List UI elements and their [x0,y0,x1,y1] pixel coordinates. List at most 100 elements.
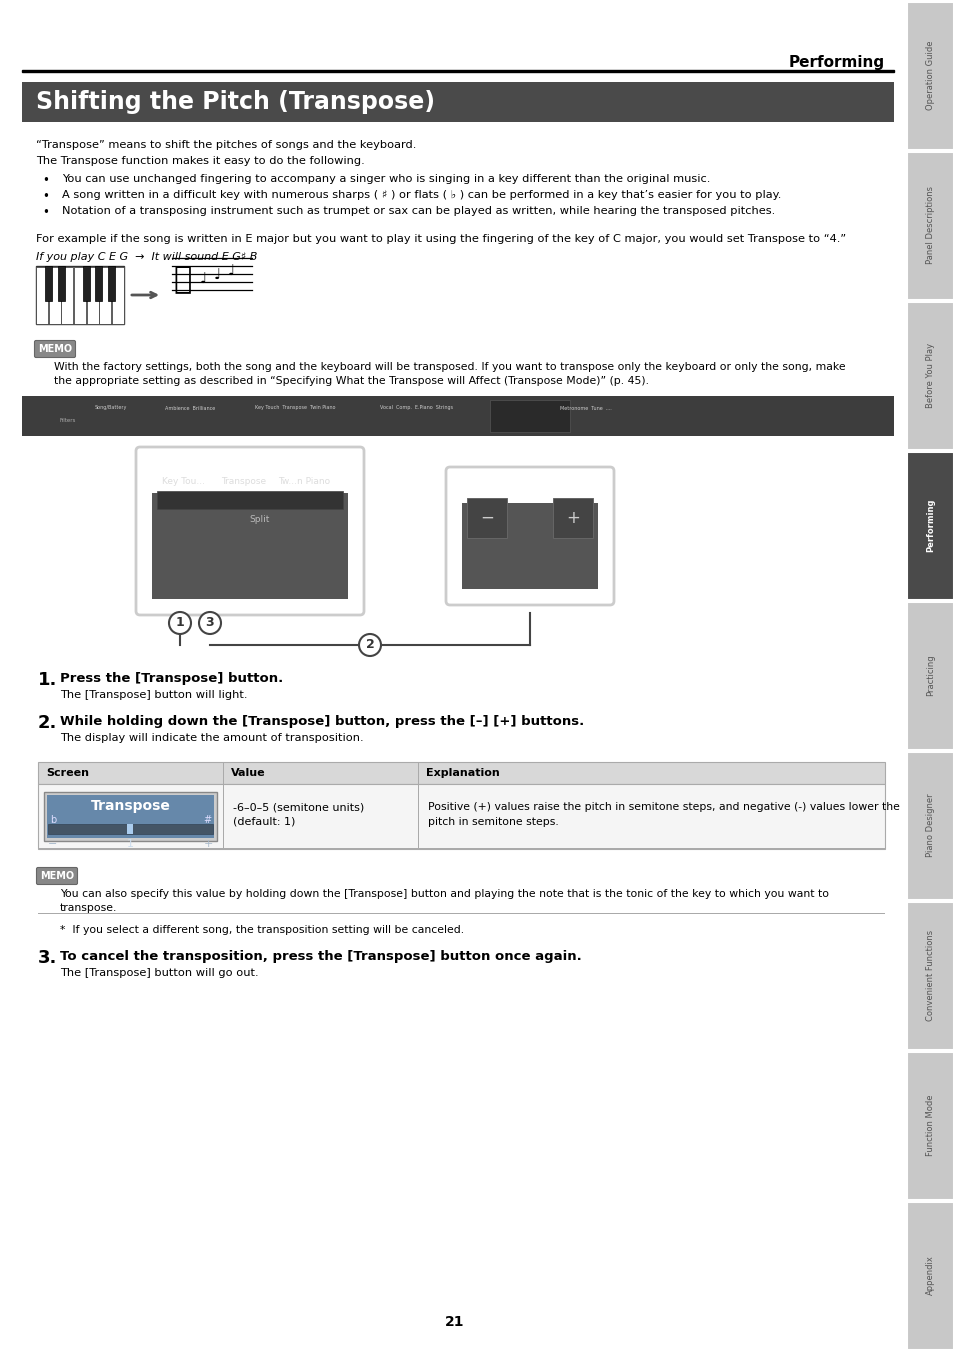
Text: Metronome  Tune  ....: Metronome Tune .... [559,405,611,410]
Bar [38,761,884,784]
Text: You can also specify this value by holding down the [Transpose] button and playi: You can also specify this value by holdi… [60,890,828,899]
Text: The [Transpose] button will go out.: The [Transpose] button will go out. [60,968,258,977]
Text: Convenient Functions: Convenient Functions [925,929,934,1021]
Bar [22,70,893,72]
Bar [490,400,569,432]
Text: •: • [42,190,49,202]
Text: Function Mode: Function Mode [925,1095,934,1156]
Bar [49,267,61,324]
Bar [906,153,953,300]
Text: Tw...n Piano: Tw...n Piano [277,477,330,486]
Text: ♩: ♩ [200,271,207,286]
Bar [47,795,213,838]
Text: The [Transpose] button will light.: The [Transpose] button will light. [60,690,247,701]
Text: Press the [Transpose] button.: Press the [Transpose] button. [60,672,283,684]
Text: 21: 21 [445,1315,464,1328]
Bar [223,784,224,849]
Text: 1: 1 [175,617,184,629]
Text: ♩: ♩ [213,267,221,282]
Text: Transpose: Transpose [221,477,266,486]
Text: Vocal  Comp.  E.Piano  Strings: Vocal Comp. E.Piano Strings [379,405,453,410]
Bar [906,902,953,1050]
FancyBboxPatch shape [36,868,77,884]
Text: For example if the song is written in E major but you want to play it using the : For example if the song is written in E … [36,234,845,244]
Text: Panel Descriptions: Panel Descriptions [925,186,934,265]
Text: To cancel the transposition, press the [Transpose] button once again.: To cancel the transposition, press the [… [60,950,581,963]
Text: the appropriate setting as described in “Specifying What the Transpose will Affe: the appropriate setting as described in … [54,377,648,386]
Text: 3: 3 [206,617,214,629]
Text: Appendix: Appendix [925,1256,934,1295]
Text: Performing: Performing [788,54,884,69]
Text: 𝄞: 𝄞 [172,265,191,294]
Circle shape [358,634,380,656]
Text: *  If you select a different song, the transposition setting will be canceled.: * If you select a different song, the tr… [60,925,464,936]
Text: Value: Value [231,768,265,778]
Text: Piano Designer: Piano Designer [925,794,934,857]
Text: A song written in a difficult key with numerous sharps ( ♯ ) or flats ( ♭ ) can : A song written in a difficult key with n… [62,190,781,200]
Bar [57,266,65,301]
Bar [906,302,953,450]
Text: 3.: 3. [38,949,57,967]
Bar [906,1,953,150]
Bar [906,1202,953,1350]
Bar [112,267,124,324]
Bar [61,267,73,324]
Text: MEMO: MEMO [38,344,72,354]
Bar [128,824,133,834]
Text: The display will indicate the amount of transposition.: The display will indicate the amount of … [60,733,363,743]
Text: Filters: Filters [60,418,76,424]
Text: Explanation: Explanation [426,768,499,778]
Bar [906,1052,953,1200]
Text: While holding down the [Transpose] button, press the [–] [+] buttons.: While holding down the [Transpose] butto… [60,716,583,728]
Text: Song/Battery: Song/Battery [95,405,128,410]
FancyBboxPatch shape [34,340,75,358]
Bar [108,266,114,301]
Bar [553,498,593,539]
Bar [87,267,98,324]
Bar [906,752,953,900]
Text: Practicing: Practicing [925,655,934,695]
Bar [906,602,953,751]
Text: Before You Play: Before You Play [925,343,934,408]
Text: Split: Split [250,514,270,524]
Text: -6–0–5 (semitone units): -6–0–5 (semitone units) [233,802,364,811]
Text: Positive (+) values raise the pitch in semitone steps, and negative (-) values l: Positive (+) values raise the pitch in s… [428,802,899,811]
FancyBboxPatch shape [446,467,614,605]
Text: 1.: 1. [38,671,57,689]
Text: •: • [42,207,49,219]
Bar [22,396,893,436]
Bar [74,267,86,324]
Bar [44,792,216,841]
Text: The Transpose function makes it easy to do the following.: The Transpose function makes it easy to … [36,157,364,166]
Text: 2: 2 [365,639,374,652]
Bar [461,504,598,589]
Text: If you play C E G  →  It will sound E G♯ B: If you play C E G → It will sound E G♯ B [36,252,257,262]
Text: Operation Guide: Operation Guide [925,40,934,109]
Text: Screen: Screen [46,768,89,778]
Bar [157,491,343,509]
Text: +: + [565,509,579,526]
FancyBboxPatch shape [136,447,364,616]
Text: pitch in semitone steps.: pitch in semitone steps. [428,817,558,828]
Text: 1: 1 [127,838,133,849]
Text: With the factory settings, both the song and the keyboard will be transposed. If: With the factory settings, both the song… [54,362,844,373]
Text: “Transpose” means to shift the pitches of songs and the keyboard.: “Transpose” means to shift the pitches o… [36,140,416,150]
Text: Transpose: Transpose [91,799,171,813]
Bar [83,266,90,301]
Text: (default: 1): (default: 1) [233,817,295,828]
Bar [417,761,418,784]
Text: Key Tou...: Key Tou... [162,477,205,486]
Text: Performing: Performing [925,498,934,552]
Text: Shifting the Pitch (Transpose): Shifting the Pitch (Transpose) [36,90,435,113]
Text: MEMO: MEMO [40,871,74,882]
Text: −: − [479,509,494,526]
Text: •: • [42,174,49,188]
Bar [906,452,953,599]
Text: ♩: ♩ [228,263,235,278]
Bar [45,266,52,301]
Text: 2.: 2. [38,714,57,732]
Bar [223,761,224,784]
Bar [99,267,111,324]
Text: Key Touch  Transpose  Twin Piano: Key Touch Transpose Twin Piano [254,405,335,410]
Circle shape [169,612,191,634]
